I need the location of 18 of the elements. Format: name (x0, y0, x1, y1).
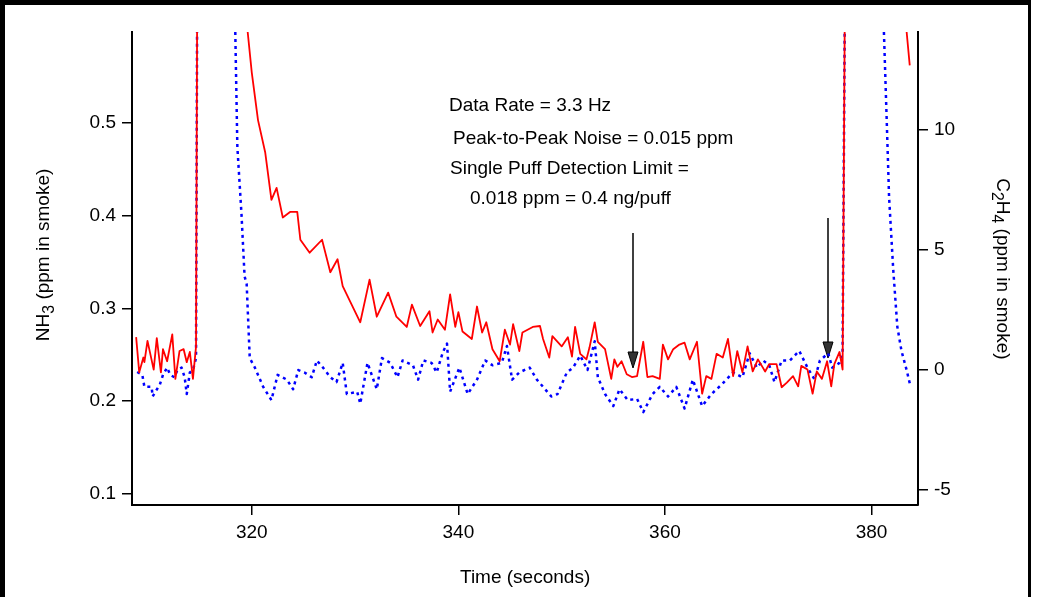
x-tick-label: 340 (442, 520, 475, 542)
y-tick-label: 0.1 (89, 482, 116, 504)
x-tick-label: 320 (235, 520, 268, 542)
y-tick-label: 0.2 (89, 389, 116, 411)
x-axis-title: Time (seconds) (460, 566, 591, 588)
y2-tick-label: 5 (934, 238, 945, 260)
y-tick-label: 0.5 (89, 111, 116, 133)
y-tick-label: 0.3 (89, 296, 116, 318)
x-tick-label: 380 (855, 520, 888, 542)
annotation: Peak-to-Peak Noise = 0.015 ppm (453, 127, 734, 149)
y-tick-label: 0.4 (89, 203, 117, 225)
x-tick-label: 360 (649, 520, 681, 542)
y2-tick-label: 10 (934, 118, 956, 140)
annotation: Data Rate = 3.3 Hz (449, 94, 612, 116)
y2-tick-label: 0 (934, 358, 945, 380)
annotation: Single Puff Detection Limit = (450, 157, 689, 179)
y2-tick-label: -5 (934, 478, 951, 500)
annotation: 0.018 ppm = 0.4 ng/puff (470, 187, 671, 209)
